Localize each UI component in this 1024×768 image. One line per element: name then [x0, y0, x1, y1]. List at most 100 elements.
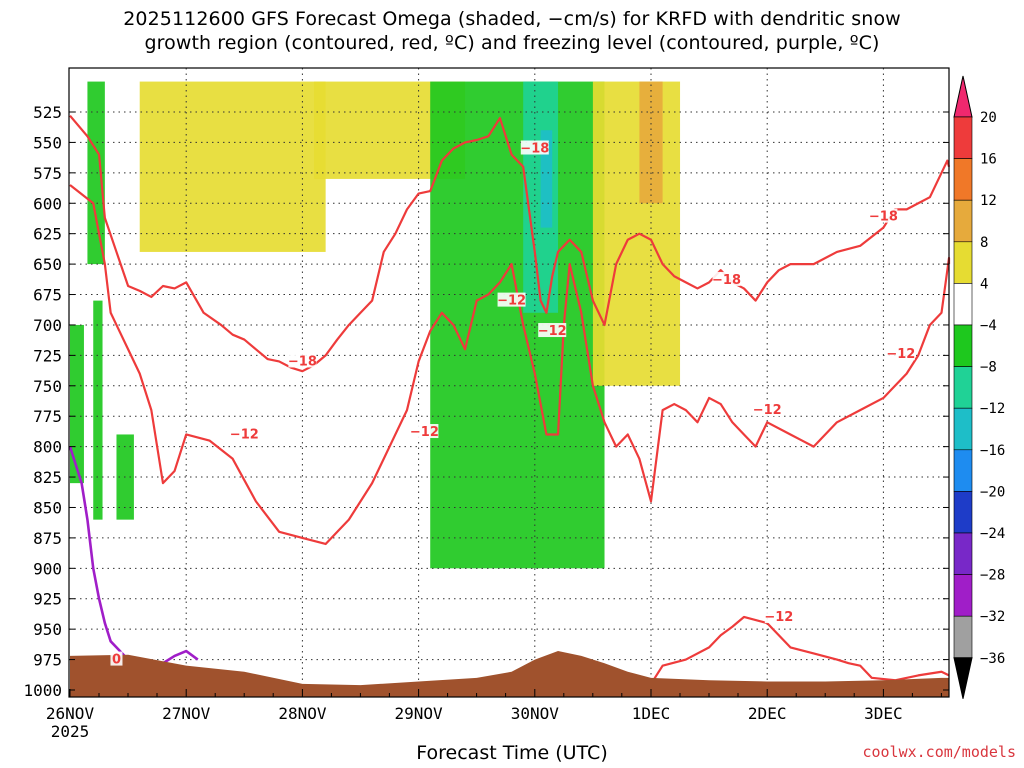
contour-label: −12 [230, 427, 259, 442]
x-axis-label: Forecast Time (UTC) [416, 742, 608, 764]
contour-label: −12 [753, 403, 782, 418]
y-tick-label: 750 [33, 377, 62, 396]
colorbar-label: −16 [980, 443, 1005, 459]
y-tick-label: 550 [33, 133, 62, 152]
chart-title-line2: growth region (contoured, red, ºC) and f… [144, 32, 880, 54]
y-tick-label: 650 [33, 255, 62, 274]
colorbar-label: −28 [980, 568, 1005, 584]
colorbar-label: 8 [980, 235, 988, 251]
colorbar-swatch [953, 449, 973, 492]
contour-line [650, 615, 950, 685]
colorbar-label: 20 [980, 110, 997, 126]
series-layer [68, 114, 951, 697]
contour-label: −12 [410, 425, 439, 440]
x-year-label: 2025 [51, 722, 90, 741]
contour-line [69, 184, 951, 546]
y-axis-ticks: 525 550 575 600 625 650 675 700 725 750 775 800 825 8… [23, 103, 949, 700]
y-tick-label: 725 [33, 346, 62, 365]
omega-region [540, 130, 553, 228]
contour-label: −12 [886, 347, 915, 362]
y-tick-label: 675 [33, 286, 62, 305]
contour-label-bg [230, 426, 259, 441]
y-tick-label: 950 [33, 620, 62, 639]
y-tick-label: 525 [33, 103, 62, 122]
colorbar-swatch [953, 407, 973, 451]
contour-line [68, 446, 199, 667]
contour-label-bg [712, 271, 741, 286]
colorbar-swatch [953, 116, 973, 159]
contour-label: 0 [112, 653, 121, 668]
colorbar-swatch [953, 615, 973, 659]
omega-region [139, 81, 326, 252]
colorbar-top-triangle [953, 75, 973, 118]
x-axis-ticks: 26NOV 27NOV 28NOV 29NOV 30NOV 1DEC 2DEC 3DEC 202… [46, 689, 942, 741]
contour-label: −12 [497, 294, 526, 309]
contour-label-bg [764, 608, 793, 623]
terrain-surface [70, 651, 949, 697]
contour-label: −18 [288, 354, 317, 369]
colorbar-label: −8 [980, 360, 997, 376]
colorbar-label: −20 [980, 484, 1005, 500]
contour-label: −12 [538, 324, 567, 339]
y-tick-label: 575 [33, 164, 62, 183]
y-tick-label: 625 [33, 225, 62, 244]
contour-label: −18 [712, 273, 741, 288]
contour-label-bg [410, 424, 439, 439]
colorbar-swatch [953, 283, 973, 326]
y-tick-label: 875 [33, 529, 62, 548]
x-tick-label: 29NOV [395, 704, 444, 723]
y-tick-label: 700 [33, 316, 62, 335]
colorbar-swatch [953, 241, 973, 284]
y-tick-label: 1000 [23, 681, 62, 700]
y-tick-label: 800 [33, 438, 62, 457]
colorbar-label: 4 [980, 276, 988, 292]
colorbar-swatch [953, 491, 973, 534]
contour-labels: −18 −12 −12 −18 −12 −12 −18 −18 −12 −12 −12 0 [110, 140, 915, 668]
x-tick-label: 26NOV [46, 704, 95, 723]
contour-label-bg [520, 140, 549, 155]
x-tick-label: 28NOV [278, 704, 327, 723]
colorbar-label: 12 [980, 193, 997, 209]
y-tick-label: 600 [33, 194, 62, 213]
colorbar-swatch [953, 574, 973, 617]
x-tick-label: 27NOV [162, 704, 211, 723]
omega-region [87, 81, 105, 265]
colorbar-label: 16 [980, 152, 997, 168]
y-tick-label: 850 [33, 498, 62, 517]
omega-region [70, 324, 84, 484]
contour-label: −18 [869, 210, 898, 225]
contour-label-bg [288, 353, 317, 368]
contour-label-bg [110, 651, 123, 666]
contour-label-bg [886, 346, 915, 361]
y-tick-label: 900 [33, 559, 62, 578]
colorbar-label: −36 [980, 651, 1005, 667]
x-tick-label: 1DEC [632, 704, 671, 723]
colorbar-swatch [953, 532, 973, 575]
contour-label-bg [538, 323, 567, 338]
colorbar-label: −4 [980, 318, 997, 334]
colorbar: 20 16 12 8 4 −4 −8 −12 −16 −20 −24 −28 −32 −36 [953, 75, 1005, 699]
colorbar-swatch [953, 324, 973, 367]
omega-shading [70, 81, 681, 569]
colorbar-swatch [953, 366, 973, 409]
y-tick-label: 925 [33, 590, 62, 609]
contour-label: −12 [764, 610, 793, 625]
y-tick-label: 975 [33, 651, 62, 670]
contour-line [69, 114, 951, 373]
colorbar-swatch [953, 158, 973, 201]
credit-link[interactable]: coolwx.com/models [862, 743, 1016, 761]
contour-label-bg [753, 402, 782, 417]
colorbar-swatch [953, 199, 973, 243]
omega-region [430, 81, 605, 569]
colorbar-label: −12 [980, 401, 1005, 417]
x-tick-label: 3DEC [864, 704, 903, 723]
contour-label-bg [497, 292, 526, 307]
omega-region [639, 81, 663, 204]
y-tick-label: 825 [33, 468, 62, 487]
omega-region [93, 300, 103, 520]
y-tick-label: 775 [33, 407, 62, 426]
contour-label: −18 [520, 142, 549, 157]
chart-title-line1: 2025112600 GFS Forecast Omega (shaded, −… [123, 8, 901, 30]
plot-frame [68, 67, 950, 698]
